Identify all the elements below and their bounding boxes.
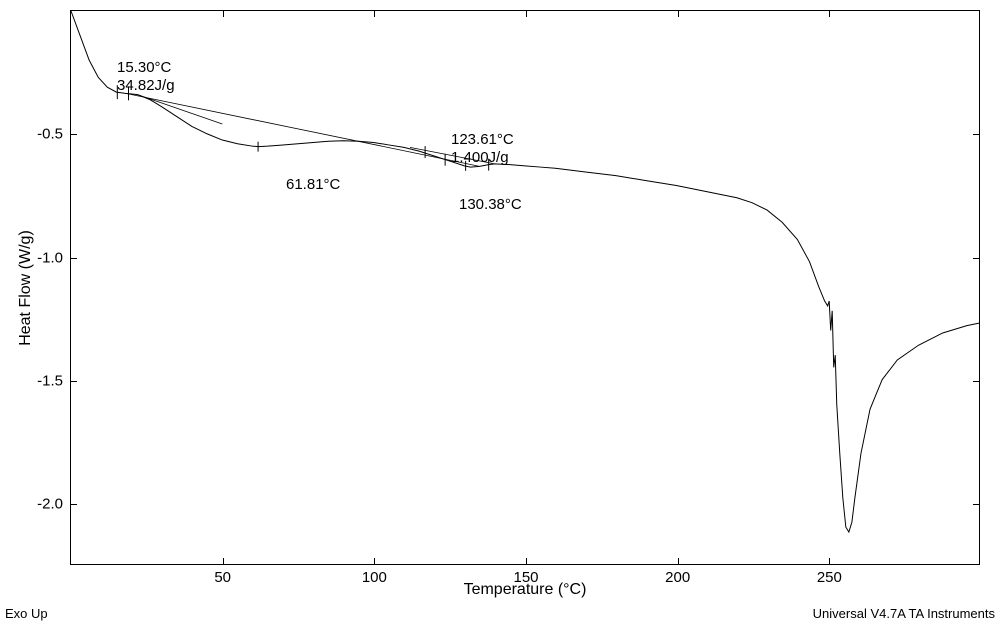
x-tick-mark [678, 558, 679, 564]
x-tick-label: 200 [665, 569, 690, 586]
y-tick-mark [71, 258, 77, 259]
peak-annotation: 130.38°C [459, 196, 522, 214]
x-tick-mark [526, 558, 527, 564]
y-tick-label: -2.0 [23, 496, 63, 513]
peak-annotation: 61.81°C [286, 176, 340, 194]
x-tick-mark [829, 558, 830, 564]
y-tick-mark-right [973, 134, 979, 135]
chart-container: -0.5-1.0-1.5-2.0 50100150200250 15.30°C3… [60, 10, 980, 580]
x-tick-mark-top [526, 11, 527, 17]
y-tick-mark-right [973, 381, 979, 382]
x-tick-mark-top [678, 11, 679, 17]
x-tick-mark [374, 558, 375, 564]
x-tick-label: 50 [214, 569, 231, 586]
x-axis-label: Temperature (°C) [464, 581, 587, 599]
x-tick-mark [223, 558, 224, 564]
x-tick-label: 250 [817, 569, 842, 586]
y-tick-label: -1.5 [23, 373, 63, 390]
plot-area: -0.5-1.0-1.5-2.0 50100150200250 15.30°C3… [70, 10, 980, 565]
y-axis-label: Heat Flow (W/g) [17, 230, 35, 346]
x-tick-label: 100 [362, 569, 387, 586]
x-tick-mark-top [829, 11, 830, 17]
x-tick-mark-top [223, 11, 224, 17]
peak-annotation: 15.30°C34.82J/g [117, 59, 175, 95]
y-tick-mark [71, 381, 77, 382]
y-tick-mark-right [973, 258, 979, 259]
footer-software: Universal V4.7A TA Instruments [813, 606, 995, 621]
dsc-curve-svg [71, 11, 979, 564]
y-tick-mark [71, 504, 77, 505]
y-tick-label: -0.5 [23, 126, 63, 143]
x-tick-mark-top [374, 11, 375, 17]
y-tick-mark [71, 134, 77, 135]
peak-annotation: 123.61°C1.400J/g [451, 131, 514, 167]
y-tick-mark-right [973, 504, 979, 505]
footer-exo-up: Exo Up [5, 606, 48, 621]
